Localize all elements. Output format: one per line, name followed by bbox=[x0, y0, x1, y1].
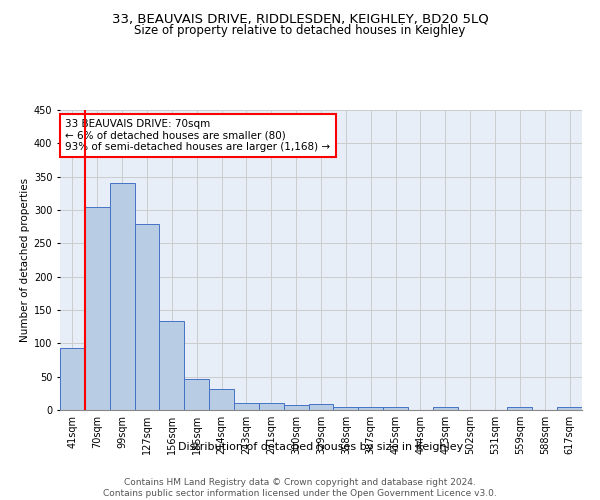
Bar bbox=[160, 320, 184, 410]
Text: Contains HM Land Registry data © Crown copyright and database right 2024.
Contai: Contains HM Land Registry data © Crown c… bbox=[103, 478, 497, 498]
Bar bbox=[358, 408, 383, 410]
Text: 33 BEAUVAIS DRIVE: 70sqm
← 6% of detached houses are smaller (80)
93% of semi-de: 33 BEAUVAIS DRIVE: 70sqm ← 6% of detache… bbox=[65, 119, 331, 152]
Bar bbox=[209, 390, 234, 410]
Y-axis label: Number of detached properties: Number of detached properties bbox=[20, 178, 29, 342]
Bar bbox=[110, 184, 134, 410]
Bar bbox=[557, 408, 582, 410]
Bar bbox=[308, 404, 334, 410]
Bar bbox=[85, 208, 110, 410]
Text: Distribution of detached houses by size in Keighley: Distribution of detached houses by size … bbox=[178, 442, 464, 452]
Bar bbox=[134, 224, 160, 410]
Bar bbox=[284, 404, 308, 410]
Bar bbox=[433, 408, 458, 410]
Bar bbox=[259, 402, 284, 410]
Bar bbox=[334, 408, 358, 410]
Bar bbox=[184, 378, 209, 410]
Bar bbox=[60, 348, 85, 410]
Text: 33, BEAUVAIS DRIVE, RIDDLESDEN, KEIGHLEY, BD20 5LQ: 33, BEAUVAIS DRIVE, RIDDLESDEN, KEIGHLEY… bbox=[112, 12, 488, 26]
Bar bbox=[508, 408, 532, 410]
Bar bbox=[234, 404, 259, 410]
Bar bbox=[383, 408, 408, 410]
Text: Size of property relative to detached houses in Keighley: Size of property relative to detached ho… bbox=[134, 24, 466, 37]
